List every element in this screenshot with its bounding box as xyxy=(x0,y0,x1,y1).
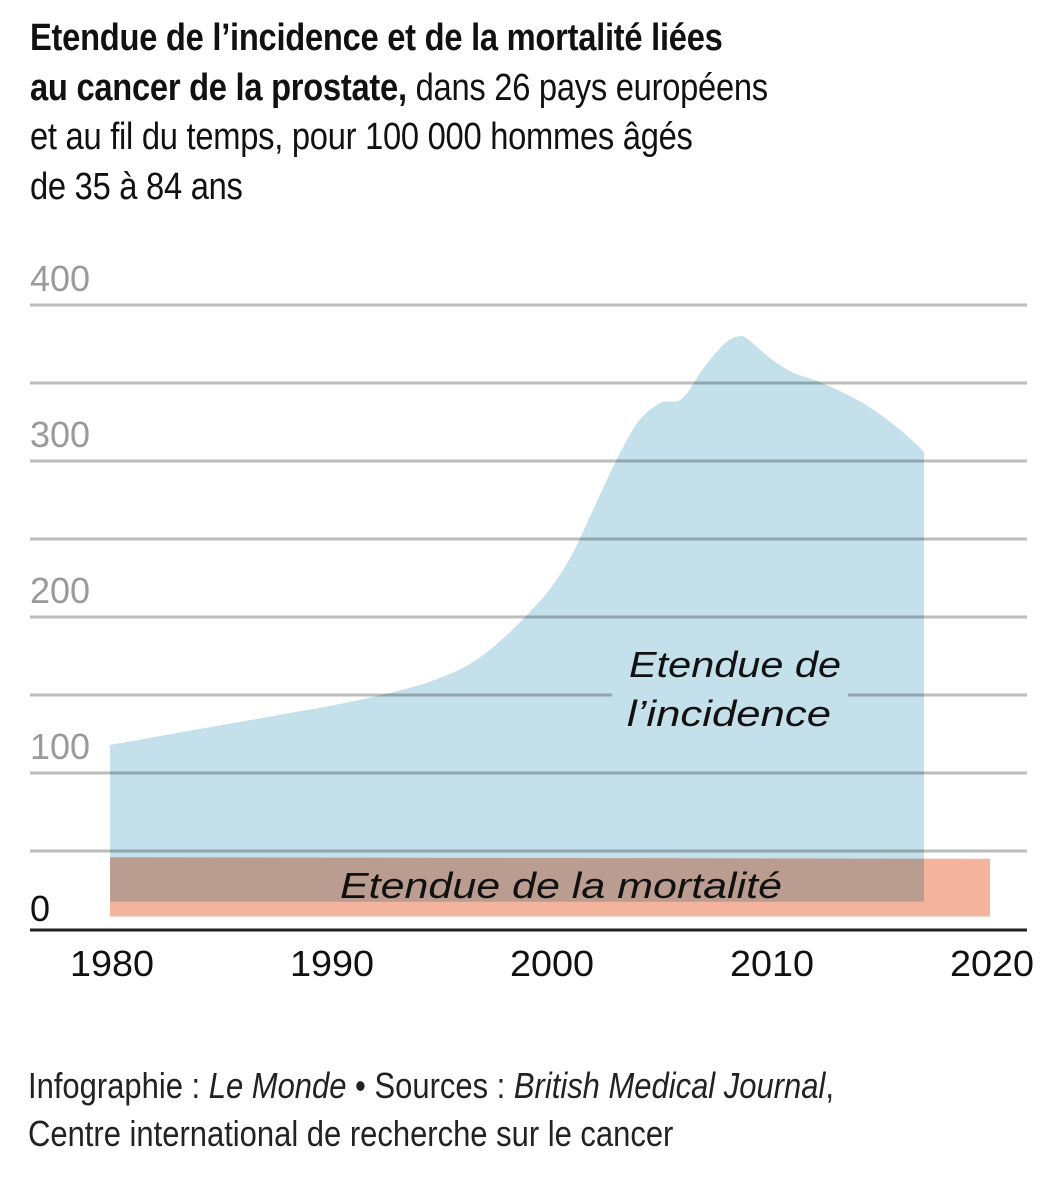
y-tick-label: 100 xyxy=(30,726,90,767)
incidence-area xyxy=(110,335,924,902)
x-tick-label: 2000 xyxy=(510,943,594,984)
x-tick-label: 2020 xyxy=(950,943,1034,984)
title-subtitle-2: dans 26 pays européens xyxy=(406,66,769,109)
series-labels: Etendue de l’incidence Etendue de la morta… xyxy=(340,644,841,906)
x-tick-label: 1980 xyxy=(70,943,154,984)
y-tick-label: 200 xyxy=(30,570,90,611)
y-axis-ticks: 0 100 200 300 400 xyxy=(30,258,90,929)
gridlines xyxy=(30,303,1027,853)
incidence-label-line-2: l’incidence xyxy=(627,693,831,734)
footer-credits: Infographie : Le Monde • Sources : Briti… xyxy=(28,1062,1050,1158)
footer-line-2: Centre international de recherche sur le… xyxy=(28,1113,674,1154)
credit-separator: • xyxy=(346,1065,375,1106)
label-mask xyxy=(612,691,848,699)
x-axis-ticks: 1980 1990 2000 2010 2020 xyxy=(70,943,1034,984)
x-tick-label: 1990 xyxy=(290,943,374,984)
y-tick-label: 0 xyxy=(30,888,50,929)
credit-label: Infographie : xyxy=(28,1065,209,1106)
mortality-label: Etendue de la mortalité xyxy=(340,865,782,906)
area-layer xyxy=(110,335,990,917)
chart-title: Etendue de l’incidence et de la mortalit… xyxy=(30,14,976,212)
footer-line-1: Infographie : Le Monde • Sources : Briti… xyxy=(28,1062,1050,1110)
title-bold-1: Etendue de l’incidence et de la mortalit… xyxy=(30,17,723,59)
incidence-label-line-1: Etendue de xyxy=(629,644,841,685)
x-tick-label: 2010 xyxy=(730,943,814,984)
title-line-1: Etendue de l’incidence et de la mortalit… xyxy=(30,14,976,64)
y-tick-label: 400 xyxy=(30,258,90,299)
y-tick-label: 300 xyxy=(30,414,90,455)
label-masks xyxy=(612,691,848,699)
title-bold-2: au cancer de la prostate, xyxy=(30,66,407,109)
source-comma: , xyxy=(825,1065,834,1106)
credit-name: Le Monde xyxy=(208,1065,347,1106)
source-bmj: British Medical Journal xyxy=(513,1065,826,1106)
sources-label: Sources : xyxy=(374,1065,514,1106)
title-line-3: et au fil du temps, pour 100 000 hommes … xyxy=(30,116,693,158)
title-line-2: au cancer de la prostate, dans 26 pays e… xyxy=(30,64,976,114)
title-line-4: de 35 à 84 ans xyxy=(30,165,243,208)
